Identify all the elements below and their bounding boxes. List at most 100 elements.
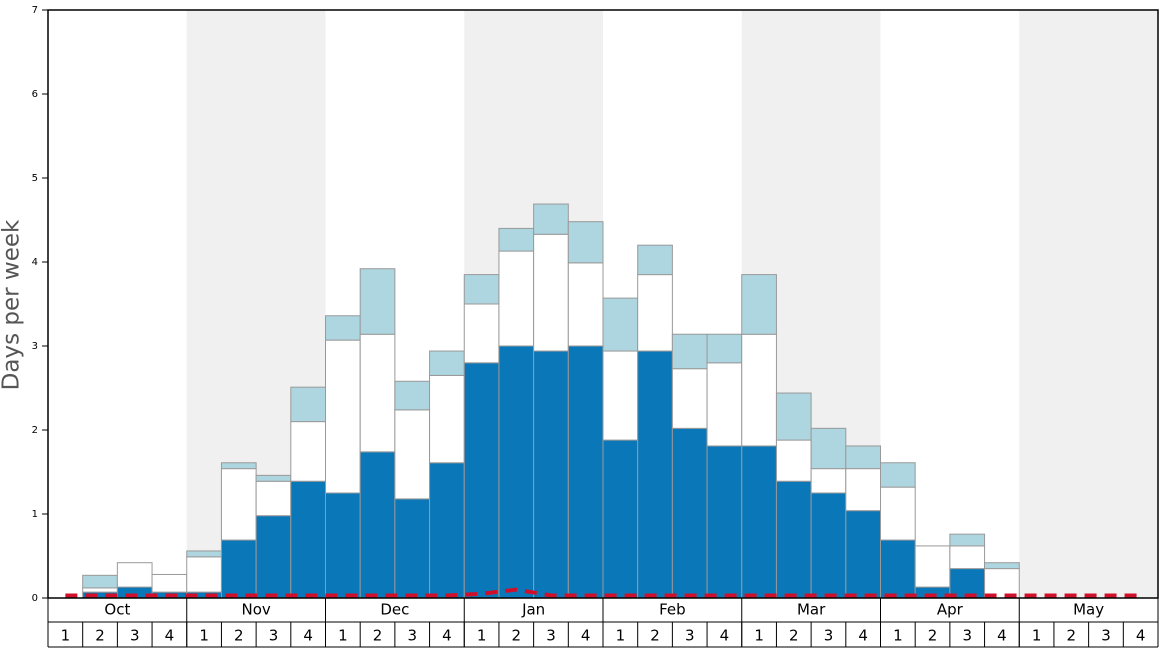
bar-segment <box>775 480 812 599</box>
bar-segment <box>359 451 396 599</box>
x-tick-label: 3 <box>546 627 556 645</box>
y-axis-label: Days per week <box>0 219 25 390</box>
bar-segment <box>290 386 326 423</box>
x-tick-label: 4 <box>442 627 452 645</box>
bar-segment <box>880 462 916 488</box>
bar-segment <box>325 315 361 341</box>
bar-segment <box>949 568 986 599</box>
y-tick-label: 5 <box>32 173 38 184</box>
y-tick-label: 7 <box>32 5 38 16</box>
bar-segment <box>567 345 604 599</box>
bar-segment <box>498 227 535 252</box>
bar-segment <box>394 409 431 500</box>
x-tick-label: 4 <box>997 627 1007 645</box>
x-tick-label: 2 <box>1067 627 1077 645</box>
bar-segment <box>498 345 535 599</box>
bar-segment <box>706 445 743 599</box>
bar-segment <box>290 421 326 482</box>
bar-segment <box>533 233 569 352</box>
bar-segment <box>220 539 257 599</box>
month-label: Feb <box>659 601 686 619</box>
bar-segment <box>810 427 847 470</box>
bar-segment <box>429 462 465 599</box>
bar-segment <box>671 427 708 599</box>
bar-segment <box>567 262 604 347</box>
bar-segment <box>706 362 743 447</box>
x-tick-label: 1 <box>199 627 209 645</box>
x-tick-label: 2 <box>789 627 799 645</box>
y-tick-label: 2 <box>32 425 38 436</box>
x-tick-label: 2 <box>234 627 244 645</box>
bar-segment <box>394 498 431 599</box>
x-tick-label: 3 <box>824 627 834 645</box>
x-tick-label: 4 <box>165 627 175 645</box>
bar-segment <box>949 533 986 547</box>
bar-segment <box>359 333 396 453</box>
x-tick-label: 3 <box>962 627 972 645</box>
month-label: Mar <box>797 601 826 619</box>
x-tick-label: 2 <box>650 627 660 645</box>
bar-segment <box>741 274 777 335</box>
x-tick-label: 3 <box>1101 627 1111 645</box>
x-tick-label: 4 <box>720 627 730 645</box>
bar-segment <box>186 550 222 558</box>
bar-segment <box>533 203 569 235</box>
bar-segment <box>845 468 881 512</box>
bar-segment <box>82 587 118 593</box>
x-tick-label: 1 <box>477 627 487 645</box>
bar-segment <box>255 474 292 482</box>
bar-segment <box>775 439 812 482</box>
bar-segment <box>984 562 1020 570</box>
y-tick-label: 0 <box>32 593 38 604</box>
bar-segment <box>880 486 916 541</box>
y-tick-label: 4 <box>32 257 38 268</box>
x-tick-label: 2 <box>373 627 383 645</box>
x-tick-label: 1 <box>338 627 348 645</box>
y-tick-label: 6 <box>32 89 38 100</box>
bar-segment <box>463 303 500 364</box>
bar-segment <box>671 368 708 429</box>
bar-segment <box>810 492 847 599</box>
x-tick-label: 1 <box>754 627 764 645</box>
x-tick-label: 2 <box>512 627 522 645</box>
bar-segment <box>220 468 257 541</box>
y-tick-label: 3 <box>32 341 38 352</box>
bar-segment <box>671 333 708 370</box>
bar-segment <box>880 539 916 599</box>
x-tick-label: 4 <box>1136 627 1146 645</box>
bar-segment <box>429 350 465 376</box>
x-tick-label: 3 <box>130 627 140 645</box>
y-tick-label: 1 <box>32 509 38 520</box>
bar-segment <box>290 480 326 599</box>
bar-segment <box>637 350 673 599</box>
bar-segment <box>741 445 777 599</box>
bar-segment <box>463 362 500 599</box>
bar-segment <box>602 439 639 599</box>
bar-segment <box>151 573 188 593</box>
bar-segment <box>220 462 257 470</box>
bar-segment <box>567 221 604 264</box>
bar-segment <box>810 468 847 494</box>
x-tick-label: 2 <box>928 627 938 645</box>
x-tick-label: 4 <box>858 627 868 645</box>
bar-segment <box>949 545 986 570</box>
month-label: May <box>1073 601 1104 619</box>
shade-band <box>1019 10 1158 598</box>
bar-segment <box>602 350 639 441</box>
month-label: Oct <box>104 601 130 619</box>
bar-segment <box>116 562 153 588</box>
month-label: Apr <box>937 601 964 619</box>
x-tick-label: 4 <box>303 627 313 645</box>
bar-segment <box>429 374 465 464</box>
bar-segment <box>533 350 569 599</box>
bar-segment <box>359 268 396 335</box>
month-label: Dec <box>380 601 409 619</box>
x-tick-label: 1 <box>1032 627 1042 645</box>
bar-segment <box>914 545 951 588</box>
bar-segment <box>325 339 361 494</box>
bar-segment <box>498 250 535 347</box>
bar-segment <box>845 510 881 599</box>
bar-segment <box>463 274 500 305</box>
bar-segment <box>255 515 292 599</box>
